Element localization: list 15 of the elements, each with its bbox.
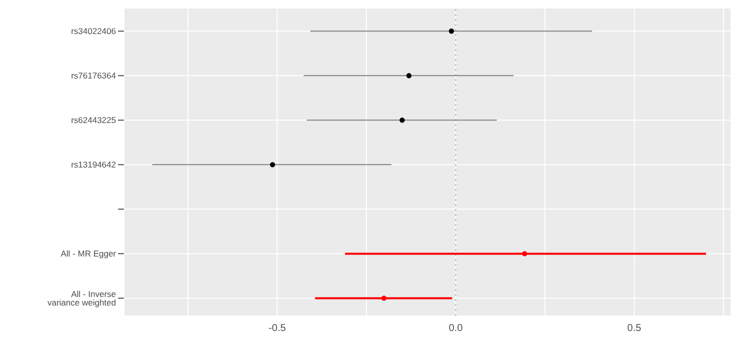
y-tick-label: All - MR Egger bbox=[60, 248, 116, 259]
y-tick-label: rs76176364 bbox=[71, 70, 116, 81]
x-tick-label: 0.5 bbox=[627, 323, 642, 334]
y-tick-label: rs13194642 bbox=[71, 160, 116, 170]
point bbox=[381, 296, 387, 301]
point bbox=[448, 28, 454, 34]
x-tick-label: 0.0 bbox=[448, 323, 464, 334]
point bbox=[522, 251, 528, 256]
x-tick-label: -0.5 bbox=[268, 323, 286, 334]
point bbox=[400, 118, 405, 123]
y-tick-label: All - Inverse variance weighted bbox=[47, 288, 116, 308]
point bbox=[406, 73, 412, 78]
point bbox=[270, 162, 276, 168]
y-tick-label: rs34022406 bbox=[71, 26, 116, 36]
y-tick-label: rs62443225 bbox=[71, 115, 116, 126]
